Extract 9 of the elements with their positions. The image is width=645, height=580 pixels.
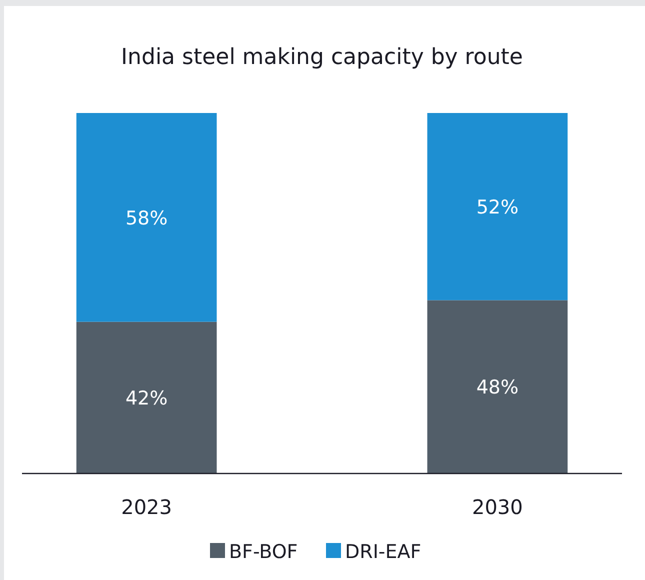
- data-label: 52%: [476, 196, 519, 219]
- legend-label: DRI-EAF: [345, 541, 422, 563]
- x-tick-label: 2023: [121, 495, 172, 519]
- data-label: 58%: [125, 207, 168, 230]
- legend-label: BF-BOF: [229, 541, 298, 563]
- chart-title: India steel making capacity by route: [121, 45, 523, 70]
- data-label: 42%: [125, 387, 168, 410]
- data-label: 48%: [476, 376, 519, 399]
- x-tick-label: 2030: [472, 495, 523, 519]
